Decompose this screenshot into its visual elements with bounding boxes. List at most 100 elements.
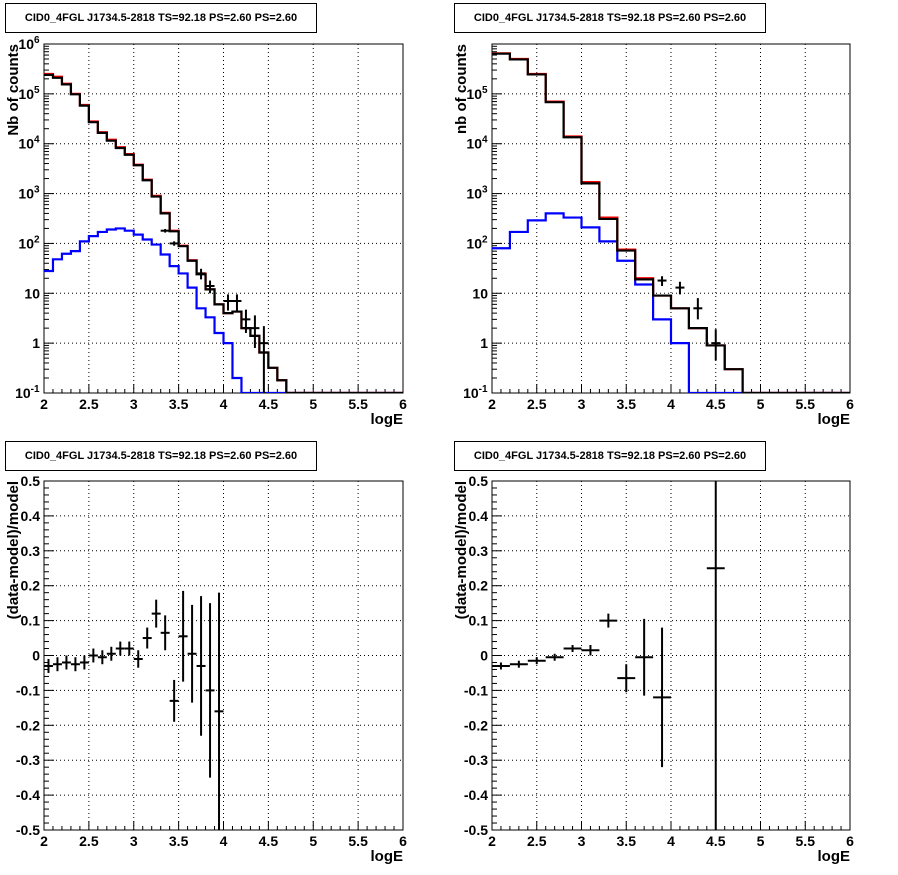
x-tick-label: 4	[667, 396, 675, 412]
x-tick-label: 2.5	[527, 396, 547, 412]
y-tick-label: 106	[18, 35, 40, 52]
data-point	[151, 599, 161, 628]
y-tick-label: 0.5	[469, 473, 489, 489]
data-point	[61, 655, 71, 670]
axis-ticks	[43, 45, 404, 394]
data-point	[160, 615, 170, 651]
data-point	[178, 590, 188, 682]
data-point	[509, 660, 528, 668]
y-tick-label: 1	[480, 335, 488, 351]
x-tick-labels: 2 2.5 3 3.5 4 4.5 5 5.5 6	[40, 833, 407, 849]
x-axis-label: logE	[818, 411, 851, 428]
data-point	[675, 281, 685, 295]
x-tick-label: 5.5	[796, 833, 816, 849]
x-tick-label: 3	[578, 833, 586, 849]
series-step-line	[44, 73, 403, 393]
series-step-line	[44, 72, 403, 393]
data-point	[693, 298, 703, 320]
y-tick-label: 0.5	[21, 473, 41, 489]
y-tick-labels: 10-1 1 10 102 103 104 105	[463, 85, 488, 401]
chart-top-left: 2 2.5 3 3.5 4 4.5 5 5.5 6 10-1 1 10 102 103 104 105 106 l…	[5, 35, 407, 428]
plot-frame	[491, 43, 851, 394]
data-point	[97, 650, 107, 665]
y-axis-label: (data-model)/model	[453, 481, 470, 619]
plot-frame	[491, 480, 851, 831]
y-tick-label: -0.5	[464, 822, 488, 838]
x-tick-label: 6	[846, 396, 854, 412]
data-point	[214, 592, 224, 830]
data-point	[599, 613, 618, 628]
y-tick-label: 104	[466, 135, 488, 152]
data-point	[653, 627, 671, 768]
x-tick-label: 3.5	[169, 833, 189, 849]
x-tick-label: 2	[488, 833, 496, 849]
y-tick-label: 0.4	[469, 508, 489, 524]
data-point	[196, 596, 206, 736]
y-tick-label: 10	[24, 285, 40, 301]
plot-area	[44, 590, 224, 830]
x-tick-label: 4	[667, 833, 675, 849]
y-tick-label: -0.4	[16, 787, 40, 803]
data-point	[205, 280, 215, 294]
grid	[492, 44, 850, 393]
x-axis-label: logE	[371, 848, 404, 865]
data-point	[617, 664, 636, 693]
data-point	[581, 645, 600, 656]
y-tick-label: 102	[466, 234, 488, 251]
y-tick-label: 103	[466, 185, 488, 202]
data-point	[635, 618, 654, 696]
data-point	[79, 655, 89, 670]
y-tick-label: -0.2	[16, 717, 40, 733]
plot-frame	[43, 43, 404, 394]
data-point	[115, 641, 125, 656]
axis-ticks	[43, 480, 404, 831]
y-tick-label: 0.2	[21, 578, 41, 594]
y-tick-label: 0.3	[469, 543, 489, 559]
x-tick-label: 6	[399, 833, 407, 849]
plot-area	[492, 481, 725, 830]
x-axis-label: logE	[818, 848, 851, 865]
y-tick-label: -0.3	[16, 752, 40, 768]
data-point	[241, 309, 251, 333]
series-step-line	[492, 212, 850, 393]
x-tick-label: 4.5	[259, 833, 279, 849]
x-tick-label: 2	[40, 396, 48, 412]
y-tick-label: 10-1	[15, 384, 40, 401]
y-tick-label: 105	[466, 85, 488, 102]
y-tick-label: 0.3	[21, 543, 41, 559]
data-point	[223, 294, 233, 311]
pad-top-right: CID0_4FGL J1734.5-2818 TS=92.18 PS=2.60 …	[449, 0, 898, 437]
series-step-line	[44, 227, 403, 393]
data-point	[196, 268, 206, 280]
x-tick-label: 5	[309, 833, 317, 849]
y-tick-label: -0.1	[464, 682, 488, 698]
x-tick-label: 2.5	[79, 396, 99, 412]
y-tick-label: 0.1	[469, 613, 489, 629]
chart-title: CID0_4FGL J1734.5-2818 TS=92.18 PS=2.60 …	[5, 3, 317, 33]
x-tick-label: 5	[757, 833, 765, 849]
data-point	[527, 657, 546, 665]
pad-bottom-left: CID0_4FGL J1734.5-2818 TS=92.18 PS=2.60 …	[0, 437, 449, 875]
y-tick-label: 102	[18, 234, 40, 251]
y-tick-label: 1	[32, 335, 40, 351]
x-tick-label: 4	[220, 396, 228, 412]
data-point	[106, 646, 116, 661]
x-tick-label: 4.5	[259, 396, 279, 412]
data-point	[160, 228, 170, 233]
series-step-line	[492, 52, 850, 393]
x-tick-label: 5	[309, 396, 317, 412]
y-tick-label: -0.4	[464, 787, 488, 803]
x-tick-label: 2	[488, 396, 496, 412]
y-axis-label: (data-model)/model	[5, 481, 22, 619]
y-axis-label: nb of counts	[453, 44, 470, 134]
x-tick-label: 5	[757, 396, 765, 412]
x-tick-label: 3.5	[617, 396, 637, 412]
y-tick-label: 103	[18, 185, 40, 202]
y-tick-label: 0.2	[469, 578, 489, 594]
x-tick-label: 5.5	[796, 396, 816, 412]
chart-bottom-right: 2 2.5 3 3.5 4 4.5 5 5.5 6 -0.5 -0.4 -0.3 -0.2 -0.1 0 0.…	[453, 473, 854, 865]
x-tick-label: 4	[220, 833, 228, 849]
y-tick-label: 0	[480, 648, 488, 664]
data-point	[259, 326, 269, 393]
data-point	[187, 604, 197, 703]
